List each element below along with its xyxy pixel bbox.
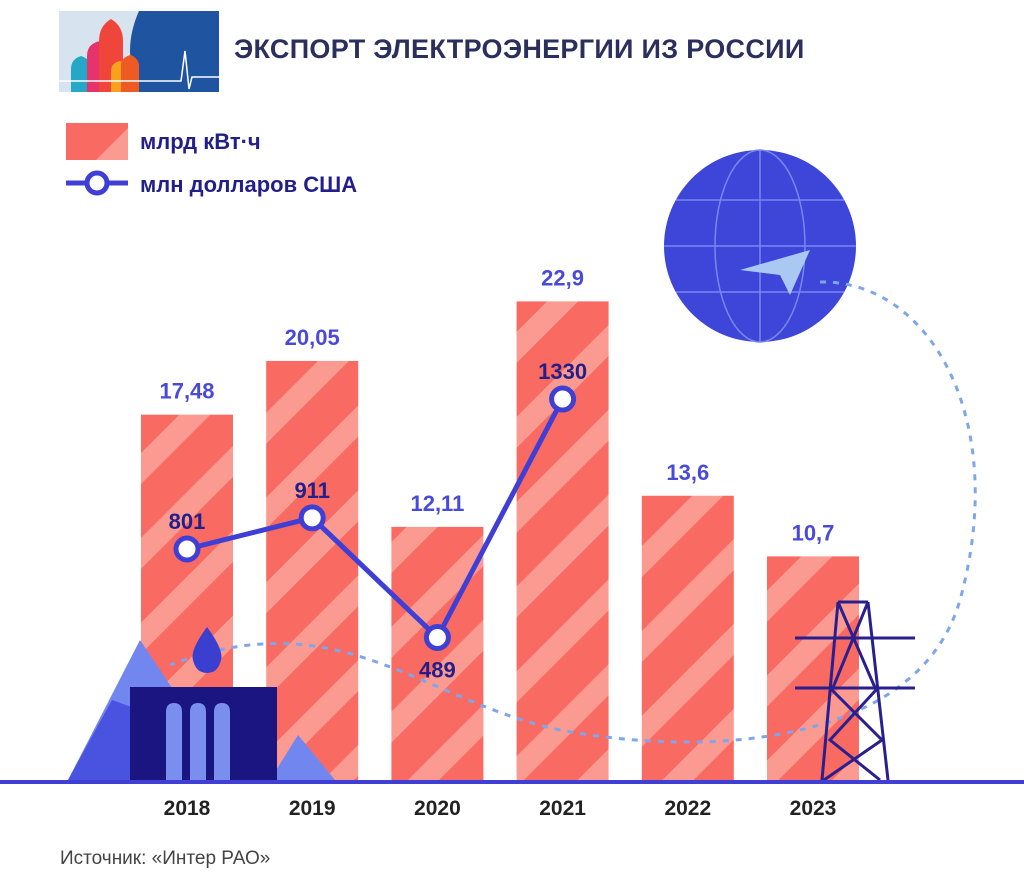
chart-title: ЭКСПОРТ ЭЛЕКТРОЭНЕРГИИ ИЗ РОССИИ [234,34,805,64]
legend-line-swatch [66,170,128,196]
bar-2023 [767,556,859,780]
usd-point [423,623,451,651]
source-note: Источник: «Интер РАО» [60,848,271,869]
legend-label-usd: млн долларов США [140,172,358,197]
bar-2020 [391,526,484,780]
usd-line [186,397,565,642]
bar-value-label: 20,05 [285,325,340,350]
hydro-dam-icon [68,627,335,780]
usd-value-label: 489 [419,657,456,682]
x-tick-label: 2023 [790,797,837,820]
x-tick-label: 2018 [164,797,211,820]
paper-plane-icon [740,250,810,295]
x-tick-label: 2021 [539,797,586,820]
bar-2022 [641,495,734,780]
bar-value-label: 22,9 [541,265,584,290]
globe-icon [664,149,856,343]
usd-value-label: 801 [169,509,206,534]
usd-point [173,535,201,563]
usd-value-label: 1330 [538,359,587,384]
bar-value-label: 12,11 [410,491,464,516]
usd-value-label: 911 [294,478,330,503]
usd-point [549,385,577,413]
bar-2019 [266,360,359,780]
legend-bar-swatch [66,123,128,160]
legend-label-kwh: млрд кВт·ч [140,129,261,154]
x-tick-label: 2019 [289,797,336,820]
bar-2021 [516,301,609,780]
logo [59,11,219,92]
usd-point [298,504,326,532]
bar-value-label: 13,6 [666,460,709,485]
power-tower-icon [795,600,915,782]
bar-value-label: 17,48 [159,379,214,404]
x-tick-label: 2020 [414,797,461,820]
bar-value-label: 10,7 [792,520,835,545]
x-tick-label: 2022 [664,797,711,820]
dotted-route [169,280,977,744]
